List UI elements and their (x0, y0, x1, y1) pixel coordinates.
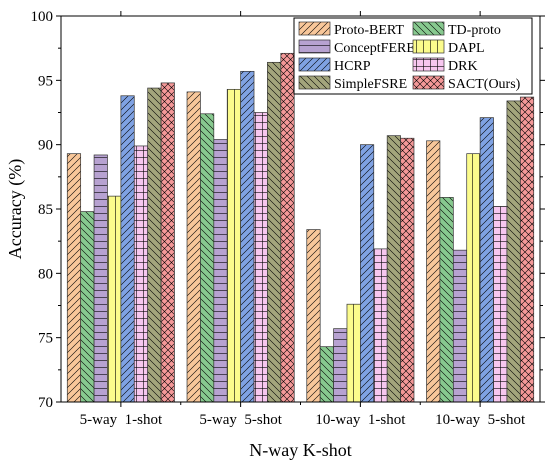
legend-label: HCRP (334, 59, 371, 74)
y-tick-label: 80 (38, 266, 53, 282)
y-axis: 70 75 80 85 90 95 100 (31, 9, 545, 411)
bar-td-proto-0 (80, 211, 95, 403)
bar-drk-3 (493, 206, 508, 403)
bars-layer (66, 52, 535, 403)
y-tick-label: 90 (38, 138, 53, 154)
bar-conceptfere-1 (213, 139, 228, 403)
bar-dapl-1 (226, 88, 241, 403)
bar-proto-bert-3 (426, 140, 441, 403)
bar-drk-2 (373, 248, 388, 403)
legend-swatch (298, 39, 331, 54)
legend-label: Proto-BERT (334, 23, 404, 38)
x-tick-label: 10-way 5-shot (435, 412, 526, 428)
legend-swatch (298, 75, 331, 90)
legend-swatch (412, 21, 445, 36)
bar-conceptfere-3 (452, 249, 468, 403)
legend-label: DAPL (448, 41, 485, 56)
legend-label: SACT(Ours) (448, 77, 521, 92)
bar-dapl-2 (346, 303, 361, 403)
legend-swatch (298, 21, 331, 36)
y-tick-label: 95 (38, 73, 53, 89)
legend-label: ConceptFERE (334, 41, 415, 56)
bar-drk-0 (133, 145, 149, 403)
bar-proto-bert-0 (66, 153, 82, 403)
legend-swatch (412, 75, 445, 90)
x-tick-label: 5-way 1-shot (80, 412, 163, 428)
bar-conceptfere-0 (93, 154, 108, 403)
legend-swatch (298, 57, 331, 72)
bar-hcrp-3 (479, 117, 494, 403)
bar-td-proto-2 (319, 346, 334, 403)
legend-swatch (412, 57, 445, 72)
bar-sact-ours--3 (519, 96, 535, 403)
bar-dapl-3 (466, 153, 481, 403)
bar-hcrp-1 (240, 70, 255, 403)
bar-drk-1 (253, 112, 268, 403)
legend-label: SimpleFSRE (334, 77, 407, 92)
legend-label: DRK (448, 59, 478, 74)
bar-simplefsre-0 (147, 87, 162, 403)
x-tick-label: 10-way 1-shot (315, 412, 406, 428)
x-axis-label: N-way K-shot (249, 440, 351, 460)
bar-dapl-0 (107, 195, 122, 403)
bar-simplefsre-3 (506, 100, 521, 403)
y-tick-label: 100 (31, 9, 54, 25)
bar-hcrp-2 (360, 144, 375, 403)
x-tick-label: 5-way 5-shot (199, 412, 282, 428)
bar-conceptfere-2 (333, 328, 348, 403)
y-tick-label: 75 (38, 331, 53, 347)
bar-sact-ours--1 (280, 52, 295, 403)
y-axis-label: Accuracy (%) (5, 159, 26, 259)
legend-label: TD-proto (448, 23, 501, 38)
y-tick-label: 85 (38, 202, 53, 218)
y-tick-label: 70 (38, 395, 53, 411)
bar-proto-bert-2 (306, 229, 321, 403)
bar-simplefsre-1 (267, 61, 282, 403)
x-axis: 5-way 1-shot 5-way 5-shot 10-way 1-shot 10-… (80, 11, 526, 428)
legend: Proto-BERT TD-proto ConceptFERE DAPL HCRP DRK… (293, 17, 533, 95)
bar-sact-ours--0 (160, 82, 175, 403)
legend-swatch (412, 39, 445, 54)
bar-sact-ours--2 (400, 137, 415, 403)
bar-td-proto-3 (439, 197, 454, 403)
bar-simplefsre-2 (386, 135, 401, 403)
bar-proto-bert-1 (186, 91, 201, 403)
bar-hcrp-0 (120, 95, 135, 403)
bar-td-proto-1 (200, 113, 215, 403)
